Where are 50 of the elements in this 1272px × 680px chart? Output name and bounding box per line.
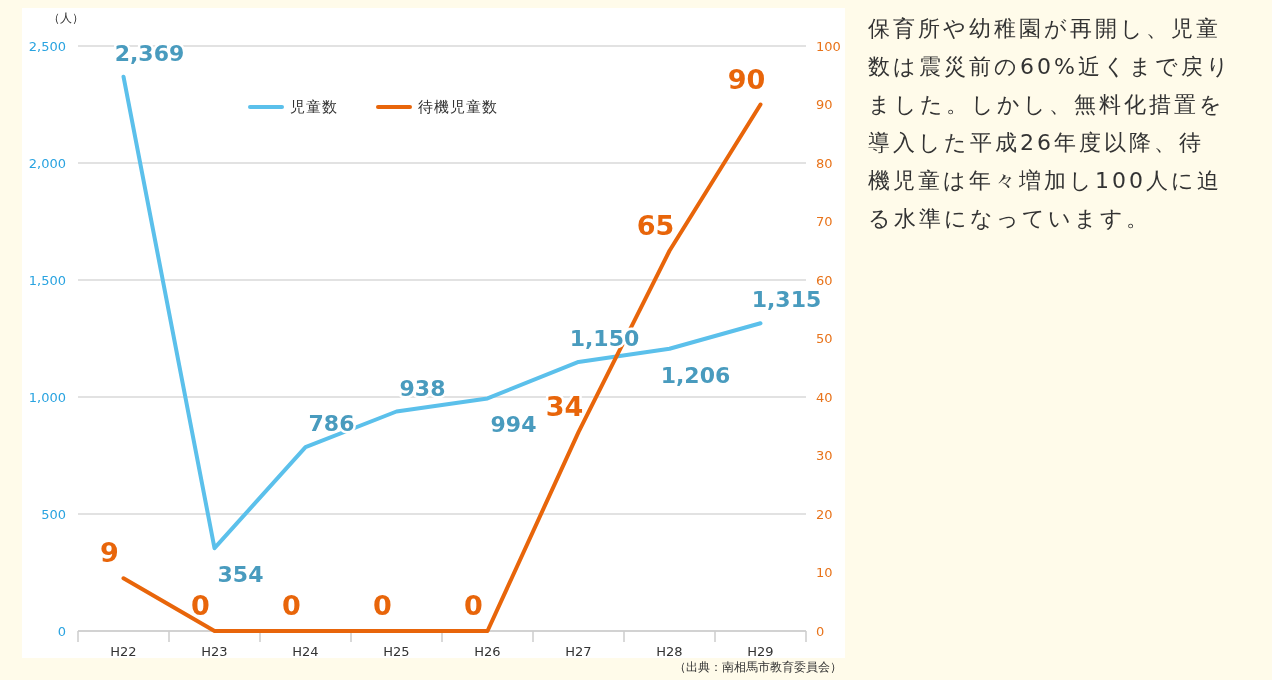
x-tick-label: H24: [292, 643, 319, 659]
data-label: 354: [217, 562, 264, 588]
y2-tick-label: 40: [816, 389, 833, 405]
data-label: 90: [727, 63, 766, 95]
text: 数は震災前の60%近くまで戻り: [868, 53, 1232, 79]
y-tick-label: 1,000: [28, 389, 66, 405]
legend-label: 児童数: [290, 98, 338, 117]
y-tick-label: 2,500: [28, 38, 66, 54]
data-label: 1,206: [660, 362, 731, 388]
y2-tick-label: 90: [816, 97, 833, 113]
data-label: 65: [636, 209, 675, 241]
legend-label: 待機児童数: [418, 98, 498, 117]
data-label: 0: [191, 590, 210, 621]
y-tick-label: 1,500: [28, 272, 66, 288]
y2-tick-label: 20: [816, 506, 833, 522]
y2-tick-label: 0: [816, 623, 825, 639]
y-tick-label: 2,000: [28, 155, 66, 171]
x-tick-label: H22: [110, 643, 137, 659]
data-label: 0: [464, 590, 483, 621]
data-label: 1,315: [751, 287, 822, 313]
x-tick-label: H23: [201, 643, 228, 659]
y2-tick-label: 50: [816, 331, 833, 347]
text: 保育所や幼稚園が再開し、児童: [868, 15, 1221, 41]
data-label: 34: [545, 391, 584, 423]
x-tick-label: H28: [656, 643, 683, 659]
y2-tick-label: 80: [816, 155, 833, 171]
x-tick-label: H25: [383, 643, 410, 659]
y-axis-title: （人）: [48, 11, 84, 25]
text: 導入した平成26年度以降、待: [868, 129, 1204, 155]
text: 機児童は年々増加し100人に迫: [868, 167, 1222, 193]
y2-tick-label: 60: [816, 272, 833, 288]
x-tick-label: H27: [565, 643, 592, 659]
text: ました。しかし、無料化措置を: [868, 91, 1225, 117]
y-tick-label: 0: [57, 623, 66, 639]
data-label: 2,369: [114, 40, 185, 66]
y2-tick-label: 70: [816, 214, 833, 230]
y2-tick-label: 10: [816, 565, 833, 581]
data-label: 938: [399, 375, 446, 401]
y2-tick-label: 100: [816, 38, 841, 54]
data-label: 994: [490, 412, 537, 438]
data-label: 9: [100, 537, 119, 569]
data-label: 0: [282, 590, 301, 621]
data-label: 786: [308, 411, 355, 437]
text: る水準になっています。: [868, 205, 1151, 231]
x-tick-label: H29: [747, 643, 774, 659]
text: （出典：南相馬市教育委員会）: [674, 660, 842, 674]
x-tick-label: H26: [474, 643, 501, 659]
data-label: 0: [373, 590, 392, 621]
y2-tick-label: 30: [816, 448, 833, 464]
y-tick-label: 500: [41, 506, 66, 522]
